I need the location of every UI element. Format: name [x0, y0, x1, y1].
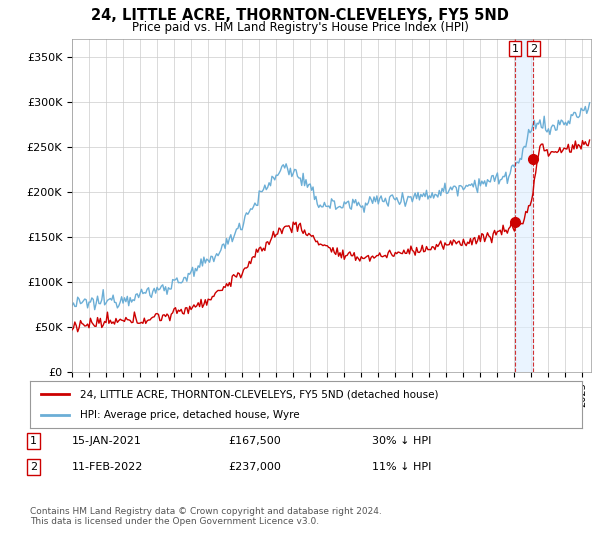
Text: Contains HM Land Registry data © Crown copyright and database right 2024.
This d: Contains HM Land Registry data © Crown c…	[30, 507, 382, 526]
Text: 11-FEB-2022: 11-FEB-2022	[72, 462, 143, 472]
Text: 11% ↓ HPI: 11% ↓ HPI	[372, 462, 431, 472]
Text: 15-JAN-2021: 15-JAN-2021	[72, 436, 142, 446]
Text: 24, LITTLE ACRE, THORNTON-CLEVELEYS, FY5 5ND (detached house): 24, LITTLE ACRE, THORNTON-CLEVELEYS, FY5…	[80, 389, 438, 399]
Text: £167,500: £167,500	[228, 436, 281, 446]
Text: 24, LITTLE ACRE, THORNTON-CLEVELEYS, FY5 5ND: 24, LITTLE ACRE, THORNTON-CLEVELEYS, FY5…	[91, 8, 509, 24]
Bar	[515, 39, 533, 372]
Text: 2: 2	[530, 44, 537, 54]
Text: Price paid vs. HM Land Registry's House Price Index (HPI): Price paid vs. HM Land Registry's House …	[131, 21, 469, 34]
Text: 1: 1	[30, 436, 37, 446]
Text: £237,000: £237,000	[228, 462, 281, 472]
Text: HPI: Average price, detached house, Wyre: HPI: Average price, detached house, Wyre	[80, 410, 299, 420]
Text: 30% ↓ HPI: 30% ↓ HPI	[372, 436, 431, 446]
Text: 1: 1	[512, 44, 518, 54]
Text: 2: 2	[30, 462, 37, 472]
